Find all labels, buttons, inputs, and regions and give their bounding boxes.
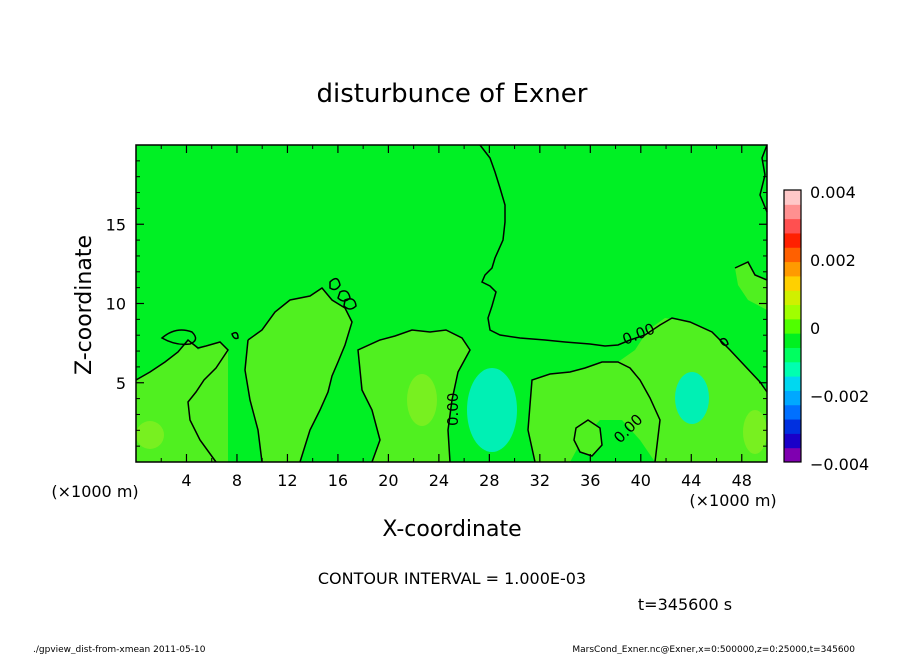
- contour-interval-label: CONTOUR INTERVAL = 1.000E-03: [318, 569, 586, 588]
- colorbar-swatch: [784, 204, 801, 220]
- chart-title: disturbunce of Exner: [317, 79, 588, 109]
- positive-region: [574, 420, 602, 456]
- x-tick-label: 24: [429, 471, 449, 490]
- contour-line: [337, 290, 351, 302]
- colorbar-tick-label: −0.002: [810, 387, 869, 406]
- x-tick-label: 48: [732, 471, 752, 490]
- x-tick-label: 36: [580, 471, 600, 490]
- x-tick-label: 44: [681, 471, 701, 490]
- contour-line: [527, 361, 661, 463]
- x-tick-label: 20: [378, 471, 398, 490]
- x-tick-label: 32: [530, 471, 550, 490]
- contour-line: [573, 419, 603, 457]
- y-tick-label: 10: [106, 295, 126, 314]
- colorbar-swatch: [784, 447, 801, 463]
- time-label: t=345600 s: [638, 595, 732, 614]
- positive-region: [735, 262, 767, 310]
- y-tick-label: 5: [116, 374, 126, 393]
- y-axis-title: Z-coordinate: [72, 235, 97, 375]
- x-unit-label: (×1000 m): [689, 491, 776, 510]
- colorbar-swatch: [784, 304, 801, 320]
- footer-script-label: ./gpview_dist-from-xmean 2011-05-10: [33, 645, 206, 654]
- colorbar: [784, 190, 801, 463]
- positive-blob: [407, 374, 437, 426]
- positive-blob: [743, 410, 767, 454]
- y-axis: 5 10 15: [106, 160, 767, 447]
- colorbar-swatch: [784, 433, 801, 449]
- x-tick-label: 4: [181, 471, 191, 490]
- y-tick-label: 15: [106, 215, 126, 234]
- x-tick-label: 40: [631, 471, 651, 490]
- contour-line: [479, 144, 768, 393]
- x-axis: 4 8 12 16 20 24 28 32 36 40 44 48: [160, 145, 752, 490]
- contour-line: [135, 338, 229, 463]
- colorbar-swatch: [784, 290, 801, 306]
- contour-line: [247, 287, 353, 463]
- contour-lines: [135, 144, 768, 463]
- y-unit-label: (×1000 m): [51, 482, 138, 501]
- x-tick-label: 28: [479, 471, 499, 490]
- contour-line: [244, 339, 263, 463]
- colorbar-swatch: [784, 261, 801, 277]
- colorbar-swatch: [784, 419, 801, 434]
- plot-area: 0.00 0.00 0.00: [135, 144, 768, 463]
- colorbar-swatch: [784, 247, 801, 263]
- footer-source-label: MarsCond_Exner.nc@Exner,x=0:500000,z=0:2…: [572, 645, 855, 654]
- colorbar-swatch: [784, 347, 801, 363]
- colorbar-swatch: [784, 404, 801, 420]
- colorbar-tick-label: 0.002: [810, 251, 856, 270]
- colorbar-swatch: [784, 376, 801, 391]
- x-axis-title: X-coordinate: [382, 517, 521, 542]
- colorbar-swatch: [784, 218, 801, 234]
- contour-line: [734, 261, 768, 281]
- contour-line: [357, 329, 471, 463]
- contour-line: [231, 331, 239, 340]
- x-tick-label: 12: [277, 471, 297, 490]
- contour-line: [343, 298, 357, 310]
- colorbar-swatch: [784, 333, 801, 348]
- contour-line: [759, 144, 768, 213]
- x-tick-label: 8: [232, 471, 242, 490]
- contour-label: 0.00: [444, 393, 462, 426]
- contour-line: [719, 337, 729, 347]
- colorbar-swatch: [784, 361, 801, 377]
- positive-region: [245, 288, 352, 462]
- positive-blob: [136, 421, 164, 449]
- colorbar-swatch: [784, 190, 801, 205]
- negative-blob: [675, 372, 709, 424]
- contour-line: [160, 329, 197, 346]
- colorbar-frame: [783, 189, 802, 463]
- colorbar-swatch: [784, 390, 801, 406]
- colorbar-tick-label: 0: [810, 319, 820, 338]
- negative-blob: [467, 368, 517, 452]
- contour-line: [329, 277, 341, 291]
- colorbar-tick-label: −0.004: [810, 455, 869, 474]
- colorbar-swatch: [784, 275, 801, 291]
- colorbar-swatch: [784, 232, 801, 248]
- colorbar-tick-label: 0.004: [810, 183, 856, 202]
- x-tick-label: 16: [328, 471, 348, 490]
- colorbar-swatch: [784, 318, 801, 334]
